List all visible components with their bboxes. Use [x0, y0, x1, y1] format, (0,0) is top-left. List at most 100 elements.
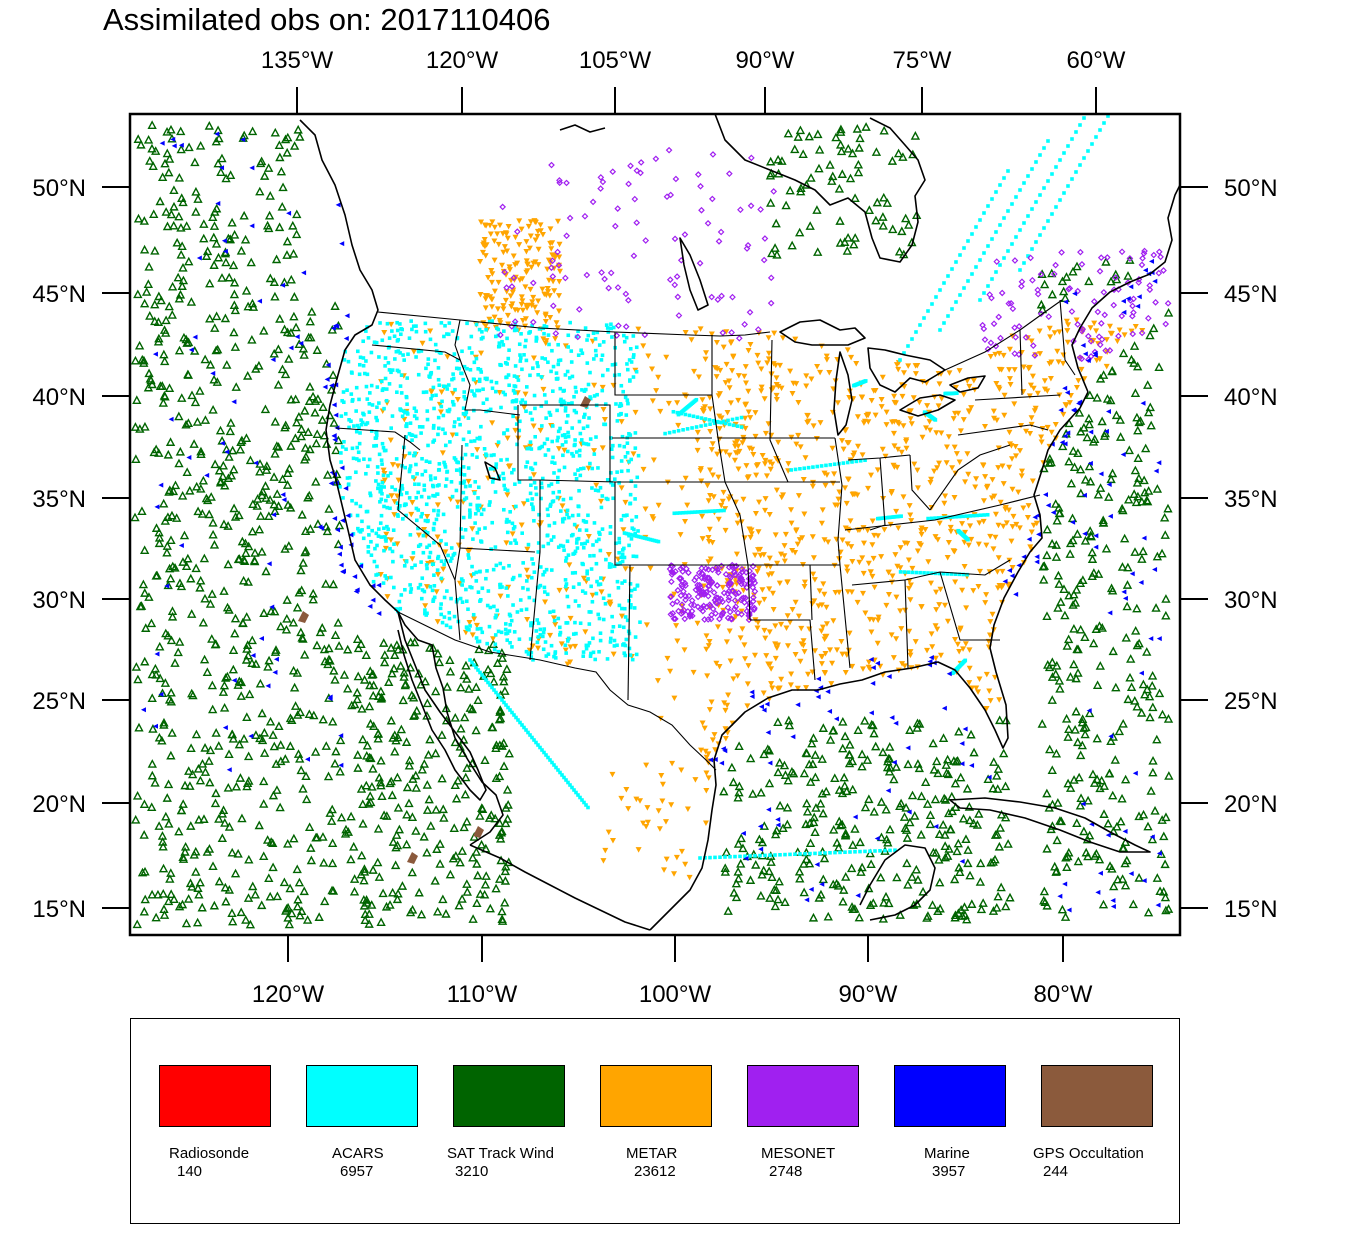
sat-track-wind-marker: [1123, 562, 1133, 572]
acars-marker: [619, 403, 624, 408]
metar-marker: [778, 621, 785, 628]
metar-marker: [509, 289, 516, 296]
acars-marker: [392, 585, 396, 590]
sat-track-wind-marker: [734, 787, 744, 797]
acars-marker: [383, 364, 387, 368]
acars-marker: [557, 489, 562, 494]
metar-marker: [469, 526, 476, 532]
sat-track-wind-marker: [296, 431, 306, 441]
sat-track-wind-marker: [137, 867, 148, 877]
sat-track-wind-marker: [916, 791, 927, 801]
acars-marker: [369, 350, 374, 355]
acars-marker: [566, 780, 570, 785]
metar-marker: [849, 491, 856, 498]
sat-track-wind-marker: [195, 386, 205, 395]
acars-marker: [633, 484, 638, 488]
metar-marker: [388, 321, 395, 328]
sat-track-wind-marker: [497, 653, 508, 662]
sat-track-wind-marker: [161, 315, 171, 325]
sat-track-wind-marker: [1068, 600, 1078, 609]
metar-marker: [521, 404, 528, 411]
metar-marker: [781, 558, 788, 565]
acars-marker: [472, 572, 476, 576]
metar-marker: [823, 604, 830, 611]
sat-track-wind-marker: [278, 182, 288, 192]
sat-track-wind-marker: [953, 838, 963, 848]
sat-track-wind-marker: [223, 782, 233, 792]
metar-marker: [1073, 317, 1080, 324]
sat-track-wind-marker: [757, 837, 768, 847]
acars-marker: [407, 496, 412, 500]
metar-marker: [509, 531, 516, 537]
sat-track-wind-marker: [228, 916, 238, 926]
metar-marker: [962, 479, 969, 485]
sat-track-wind-marker: [1056, 816, 1067, 826]
sat-track-wind-marker: [1154, 688, 1165, 698]
sat-track-wind-marker: [871, 215, 881, 225]
sat-track-wind-marker: [387, 887, 398, 897]
sat-track-wind-marker: [734, 741, 744, 751]
acars-marker: [479, 626, 483, 631]
sat-track-wind-marker: [402, 782, 413, 792]
acars-marker: [413, 434, 418, 439]
sat-track-wind-marker: [422, 780, 432, 789]
sat-track-wind-marker: [207, 634, 217, 643]
acars-marker: [431, 599, 435, 603]
acars-marker: [346, 483, 351, 487]
sat-track-wind-marker: [816, 889, 826, 899]
acars-marker: [358, 504, 363, 509]
metar-marker: [718, 415, 725, 421]
sat-track-wind-marker: [1107, 585, 1118, 595]
sat-track-wind-marker: [313, 519, 323, 528]
acars-marker: [391, 559, 395, 564]
acars-marker: [978, 298, 982, 302]
acars-marker: [442, 460, 446, 465]
sat-track-wind-marker: [236, 907, 246, 917]
metar-marker: [814, 364, 821, 370]
metar-marker: [428, 389, 435, 395]
metar-marker: [781, 553, 788, 559]
acars-marker: [340, 398, 344, 403]
sat-track-wind-marker: [300, 405, 310, 415]
sat-track-wind-marker: [432, 906, 443, 916]
sat-track-wind-marker: [199, 233, 209, 243]
metar-marker: [1038, 439, 1045, 445]
acars-marker: [597, 343, 602, 347]
acars-marker: [468, 513, 472, 518]
metar-marker: [741, 373, 748, 380]
sat-track-wind-marker: [306, 843, 316, 852]
sat-track-wind-marker: [1120, 774, 1131, 784]
sat-track-wind-marker: [150, 777, 160, 787]
acars-marker: [619, 383, 624, 388]
metar-marker: [1091, 320, 1098, 327]
metar-marker: [501, 244, 508, 250]
sat-track-wind-marker: [182, 467, 192, 477]
acars-marker: [524, 464, 528, 469]
metar-marker: [801, 579, 808, 586]
metar-marker: [703, 646, 710, 653]
acars-marker: [573, 385, 578, 390]
metar-marker: [535, 645, 542, 652]
sat-track-wind-marker: [286, 394, 296, 404]
sat-track-wind-marker: [155, 381, 166, 390]
sat-track-wind-marker: [187, 881, 197, 891]
sat-track-wind-marker: [1157, 709, 1168, 719]
sat-track-wind-marker: [1054, 675, 1065, 685]
sat-track-wind-marker: [282, 595, 292, 604]
metar-marker: [601, 416, 608, 423]
sat-track-wind-marker: [411, 826, 421, 835]
acars-marker: [609, 447, 614, 452]
sat-track-wind-marker: [269, 472, 279, 481]
sat-track-wind-marker: [398, 695, 408, 705]
acars-marker: [1050, 212, 1054, 216]
acars-marker: [530, 735, 534, 740]
metar-marker: [707, 493, 714, 499]
metar-marker: [727, 340, 734, 347]
acars-marker: [580, 589, 585, 593]
sat-track-wind-marker: [1045, 744, 1055, 754]
metar-marker: [874, 467, 881, 473]
sat-track-wind-marker: [940, 841, 950, 850]
acars-marker: [617, 413, 621, 417]
acars-marker: [563, 643, 568, 648]
acars-marker: [428, 474, 433, 478]
